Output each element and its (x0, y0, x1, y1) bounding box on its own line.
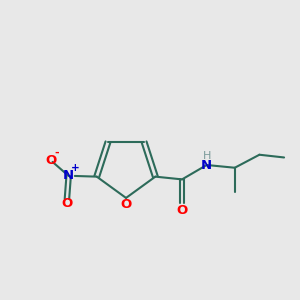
Text: H: H (202, 151, 211, 161)
Text: O: O (45, 154, 56, 167)
Text: -: - (55, 148, 59, 158)
Text: N: N (201, 158, 212, 172)
Text: O: O (120, 198, 132, 211)
Text: +: + (70, 164, 79, 173)
Text: N: N (63, 169, 74, 182)
Text: O: O (61, 197, 73, 210)
Text: O: O (176, 204, 188, 217)
